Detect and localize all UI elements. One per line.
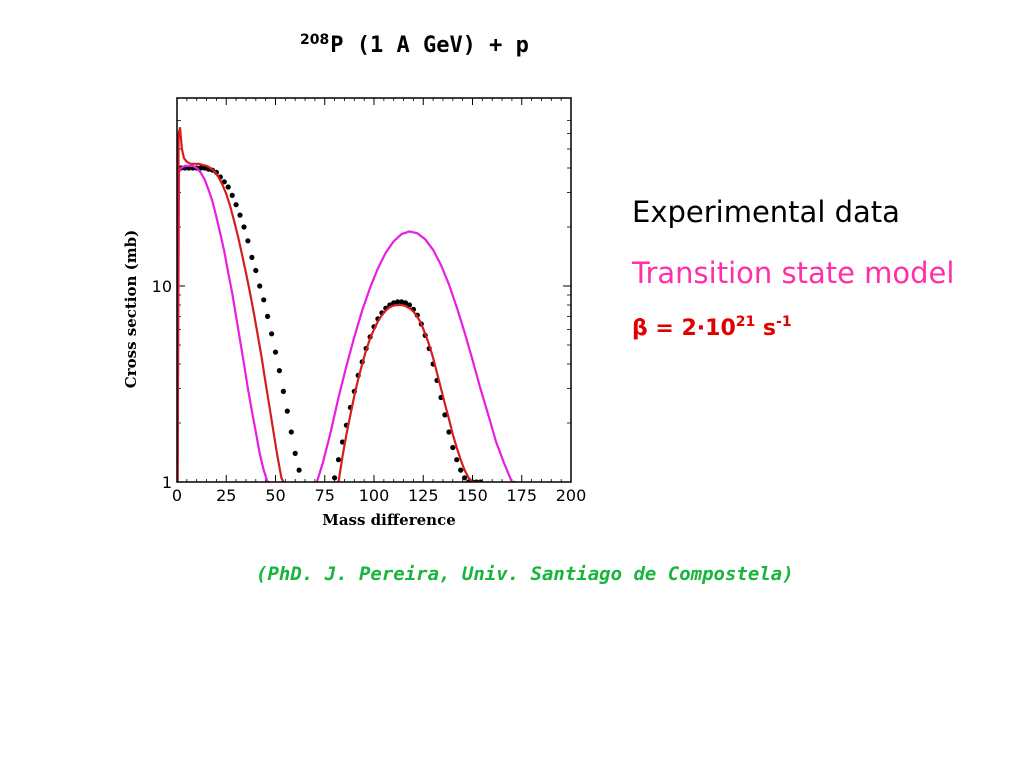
x-tick-label: 75 — [315, 486, 335, 505]
data-point — [253, 267, 259, 274]
data-point — [454, 457, 460, 463]
legend-beta-parameter: β = 2·1021 s-1 — [632, 314, 792, 341]
data-point — [249, 254, 255, 260]
beta-exponent: 21 — [735, 314, 756, 330]
chart-series — [177, 126, 516, 482]
data-point — [395, 299, 401, 305]
data-point — [332, 475, 338, 481]
beta-unit-exponent: -1 — [776, 314, 792, 330]
data-point — [450, 444, 456, 451]
x-tick-label: 175 — [506, 486, 537, 505]
data-point — [241, 224, 247, 230]
legend-experimental: Experimental data — [632, 195, 900, 229]
x-tick-label: 200 — [556, 486, 587, 505]
x-tick-label: 100 — [359, 486, 390, 505]
data-point — [458, 467, 464, 473]
slide-title: 208P (1 A GeV) + p — [300, 32, 529, 58]
model-curve-magenta-1 — [177, 164, 270, 482]
x-tick-label: 125 — [408, 486, 439, 505]
data-point — [446, 429, 452, 435]
data-point — [225, 184, 231, 190]
model-curve-magenta-2 — [315, 230, 516, 482]
title-text: P (1 A GeV) + p — [330, 33, 529, 58]
x-tick-label: 150 — [457, 486, 488, 505]
data-point — [269, 331, 275, 337]
plot-frame — [176, 97, 572, 483]
x-tick-label: 50 — [265, 486, 285, 505]
data-point — [335, 457, 342, 463]
legend-model: Transition state model — [632, 256, 955, 290]
data-point — [292, 450, 298, 456]
data-point — [296, 467, 302, 473]
tick-labels: 0 25 50 75 100 125 150 175 200 1 10 — [152, 277, 587, 505]
data-point — [237, 212, 243, 218]
data-point — [257, 283, 263, 289]
data-point — [245, 238, 251, 244]
data-point — [229, 192, 235, 198]
data-point — [221, 179, 227, 185]
data-point — [233, 202, 239, 208]
axis-ticks — [176, 98, 572, 483]
y-tick-label: 1 — [162, 473, 172, 492]
data-point — [272, 349, 279, 355]
data-point — [391, 300, 397, 306]
data-point — [288, 429, 294, 435]
data-point — [280, 388, 286, 394]
x-tick-label: 25 — [216, 486, 236, 505]
data-point — [276, 368, 282, 374]
data-point — [284, 408, 290, 414]
cross-section-chart: 0 25 50 75 100 125 150 175 200 1 10 Mass differenc… — [122, 97, 587, 529]
model-curve-red-1 — [177, 126, 285, 482]
data-point — [265, 313, 271, 319]
x-axis-label: Mass difference — [322, 511, 456, 529]
data-point — [402, 300, 409, 306]
data-point — [399, 299, 405, 305]
data-point — [442, 412, 448, 418]
y-axis-label: Cross section (mb) — [122, 230, 140, 388]
data-point — [261, 297, 267, 303]
beta-unit: s — [755, 316, 777, 341]
beta-value: β = 2·10 — [632, 316, 736, 341]
credit-line: (PhD. J. Pereira, Univ. Santiago de Comp… — [256, 563, 794, 585]
x-tick-label: 0 — [172, 486, 182, 505]
data-point — [462, 475, 468, 481]
model-curve-red-2 — [337, 303, 481, 482]
y-tick-label: 10 — [152, 277, 172, 296]
title-mass-number: 208 — [300, 32, 330, 48]
